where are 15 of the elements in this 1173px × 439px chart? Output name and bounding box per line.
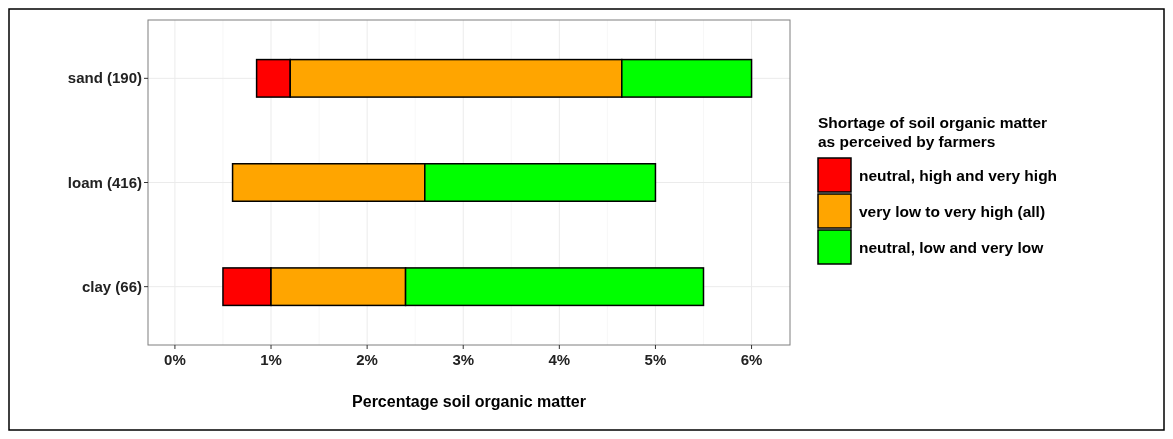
legend-label: neutral, low and very low (859, 239, 1045, 256)
legend-label: neutral, high and very high (859, 167, 1058, 184)
x-tick-label: 1% (260, 351, 282, 368)
x-axis-title: Percentage soil organic matter (352, 393, 586, 410)
y-tick-label: loam (416) (67, 173, 142, 191)
x-tick-label: 0% (164, 351, 186, 368)
x-tick-label: 5% (644, 351, 667, 368)
y-tick-label: clay (66) (81, 277, 142, 295)
x-tick-label: 6% (740, 351, 763, 368)
y-tick-label: sand (190) (67, 69, 142, 87)
legend-label: very low to very high (all) (859, 203, 1046, 220)
legend-title: Shortage of soil organic matter as perceived by farmers (818, 114, 1048, 150)
x-tick-label: 4% (548, 351, 571, 368)
x-tick-label: 2% (356, 351, 378, 368)
x-tick-label: 3% (452, 351, 475, 368)
